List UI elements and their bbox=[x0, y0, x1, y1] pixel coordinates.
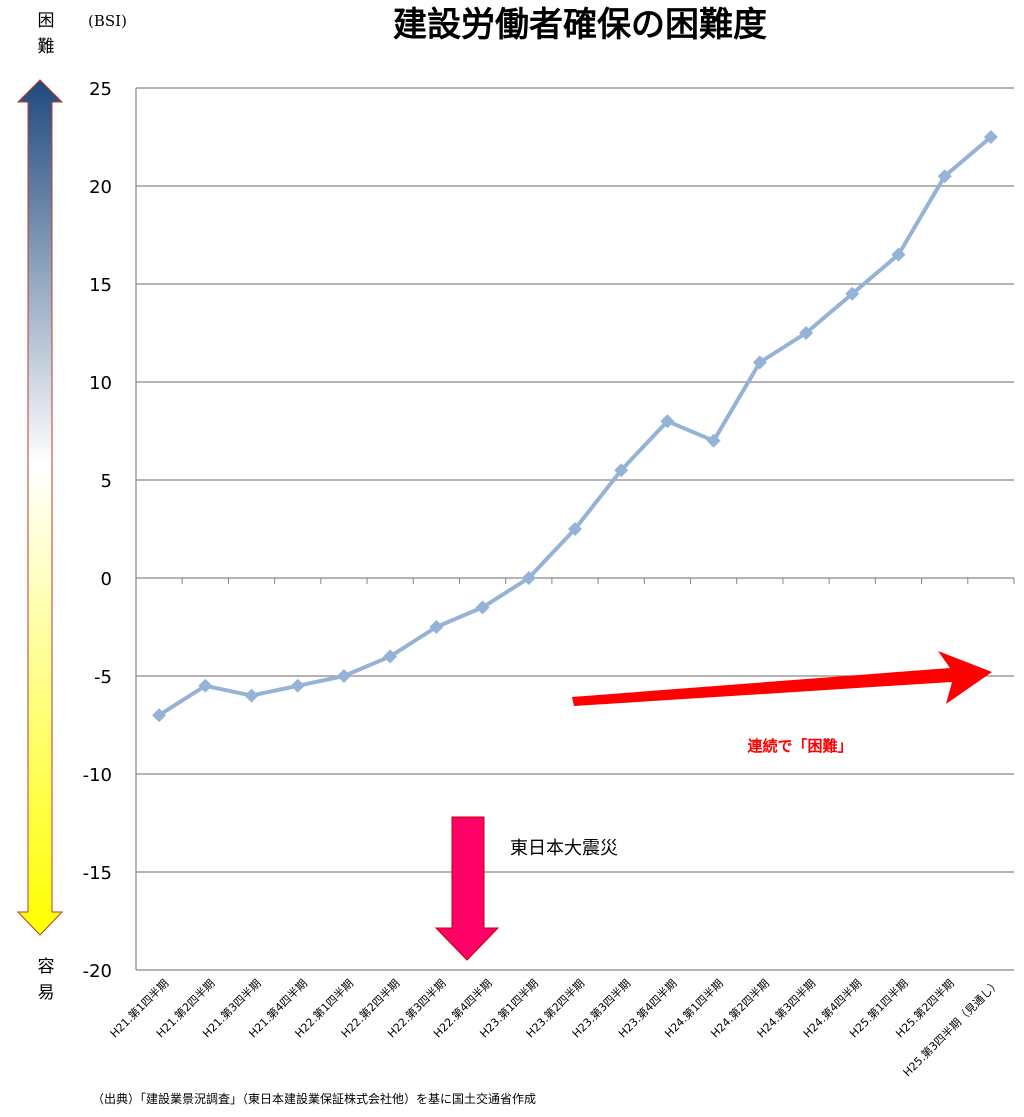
data-point-marker bbox=[244, 688, 259, 703]
y-tick-label: 10 bbox=[89, 373, 112, 394]
data-point-marker bbox=[799, 326, 814, 340]
data-point-marker bbox=[152, 708, 167, 723]
y-tick-label: 0 bbox=[101, 569, 112, 590]
data-point-marker bbox=[383, 649, 398, 664]
y-tick-label: -10 bbox=[83, 765, 112, 786]
difficulty-gradient-arrow bbox=[16, 79, 64, 936]
data-point-marker bbox=[475, 600, 490, 615]
y-tick-label: -5 bbox=[94, 667, 112, 688]
earthquake-arrow bbox=[434, 816, 500, 961]
trend-annotation-label: 連続で「困難」 bbox=[747, 737, 852, 755]
data-point-marker bbox=[937, 169, 952, 184]
data-point-marker bbox=[198, 678, 213, 693]
x-tick-label: H25.第3四半期（見通し） bbox=[900, 976, 1003, 1079]
difficulty-top-label-1: 困 bbox=[38, 11, 55, 31]
trend-arrow bbox=[572, 651, 992, 706]
data-point-marker bbox=[983, 130, 998, 144]
x-axis bbox=[135, 578, 1015, 584]
source-footnote: （出典）「建設業景況調査」（東日本建設業保証株式会社他）を基に国土交通省作成 bbox=[92, 1091, 536, 1106]
grid-lines bbox=[135, 87, 1014, 971]
data-point-marker bbox=[568, 522, 582, 536]
y-tick-label: -20 bbox=[83, 961, 112, 982]
data-point-marker bbox=[845, 286, 860, 301]
series-path bbox=[158, 135, 993, 717]
difficulty-bottom-label-2: 易 bbox=[38, 983, 55, 1003]
y-axis-ticks: 25 20 15 10 5 0 -5 -10 -15 -20 bbox=[83, 79, 112, 982]
y-tick-label: 20 bbox=[89, 177, 112, 198]
data-point-marker bbox=[614, 463, 629, 478]
difficulty-top-label-2: 難 bbox=[38, 37, 55, 57]
data-point-marker bbox=[660, 414, 675, 429]
data-point-marker bbox=[336, 669, 351, 683]
data-point-marker bbox=[429, 620, 444, 634]
x-axis-tick-labels: H21.第1四半期H21.第2四半期H21.第3四半期H21.第4四半期H22.… bbox=[107, 976, 1003, 1079]
series-line bbox=[152, 130, 998, 723]
data-point-marker bbox=[752, 355, 767, 370]
data-point-marker bbox=[290, 678, 305, 693]
earthquake-annotation-label: 東日本大震災 bbox=[510, 838, 618, 859]
y-axis-unit-label: (BSI) bbox=[88, 12, 127, 30]
data-point-marker bbox=[706, 433, 721, 448]
difficulty-bottom-label-1: 容 bbox=[38, 957, 55, 977]
data-point-marker bbox=[521, 571, 536, 585]
chart-title: 建設労働者確保の困難度 bbox=[393, 5, 767, 45]
y-tick-label: 15 bbox=[89, 275, 112, 296]
y-tick-label: 25 bbox=[89, 79, 112, 100]
y-tick-label: 5 bbox=[101, 471, 112, 492]
y-tick-label: -15 bbox=[83, 863, 112, 884]
data-point-marker bbox=[891, 247, 906, 262]
